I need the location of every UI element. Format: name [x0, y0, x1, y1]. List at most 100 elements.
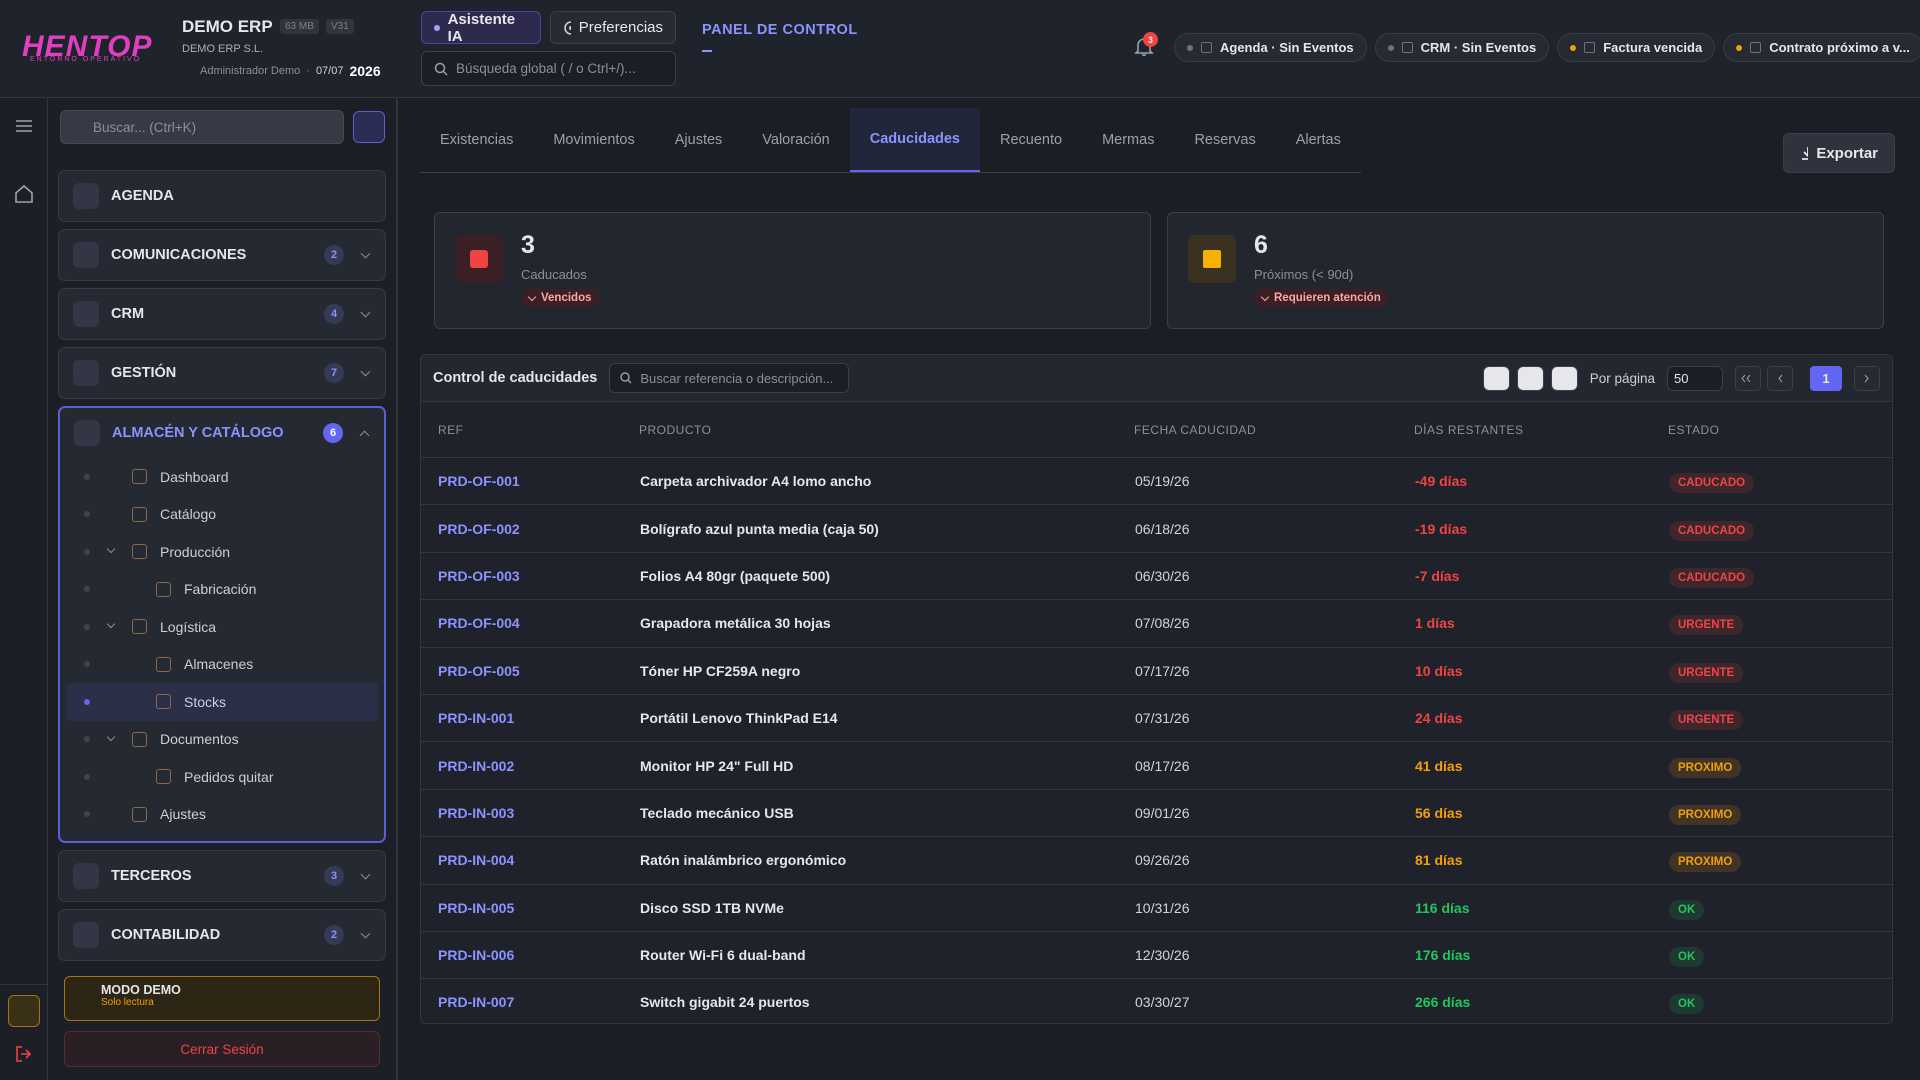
table-row[interactable]: PRD-OF-001 Carpeta archivador A4 lomo anc… — [421, 456, 1892, 505]
table-search[interactable]: Buscar referencia o descripción... — [609, 363, 850, 393]
search-icon — [434, 62, 448, 76]
chip-dot — [1736, 44, 1743, 51]
nav-section-header[interactable]: AGENDA — [59, 171, 385, 221]
section-label: TERCEROS — [111, 868, 192, 884]
pdf-button[interactable] — [1516, 365, 1544, 391]
menu-icon[interactable] — [14, 118, 34, 134]
company: DEMO ERP S.L. — [182, 43, 264, 55]
nav-item[interactable]: Dashboard — [66, 458, 378, 496]
days-left: 1 días — [1414, 599, 1668, 648]
nav-section-header[interactable]: CRM 4 — [59, 289, 385, 339]
table-row[interactable]: PRD-IN-003 Teclado mecánico USB 09/01/26 56… — [421, 788, 1892, 837]
status-badge: OK — [1669, 947, 1705, 968]
logo-sub: ENTORNO OPERATIVO — [30, 56, 142, 63]
item-icon — [132, 506, 147, 522]
ref: PRD-OF-003 — [421, 551, 639, 600]
print-button[interactable] — [1482, 365, 1510, 391]
product: Teclado mecánico USB — [639, 788, 1134, 837]
status-chip[interactable]: Factura vencida — [1557, 33, 1716, 62]
nav-section-header[interactable]: TERCEROS 3 — [59, 851, 385, 901]
product: Router Wi-Fi 6 dual-band — [639, 930, 1134, 979]
nav-item[interactable]: Pedidos quitar — [66, 758, 378, 796]
table-row[interactable]: PRD-OF-004 Grapadora metálica 30 hojas 07/… — [421, 599, 1892, 648]
nav-item[interactable]: Documentos — [66, 721, 378, 759]
table-row[interactable]: PRD-IN-007 Switch gigabit 24 puertos 03/30… — [421, 978, 1892, 1023]
section-badge: 2 — [324, 925, 344, 945]
page-current[interactable]: 1 — [1810, 365, 1842, 391]
expand-chevron — [106, 732, 116, 741]
home-icon[interactable] — [14, 184, 34, 204]
item-label: Ajustes — [160, 806, 206, 823]
tab[interactable]: Movimientos — [553, 132, 635, 148]
table-row[interactable]: PRD-OF-003 Folios A4 80gr (paquete 500) 06… — [421, 551, 1892, 600]
nav-item[interactable]: Producción — [66, 533, 378, 571]
tab[interactable]: Mermas — [1102, 132, 1155, 148]
icon-rail — [0, 98, 48, 1080]
nav-section-header[interactable]: ALMACÉN Y CATÁLOGO 6 — [60, 408, 384, 458]
tab[interactable]: Caducidades — [849, 108, 980, 172]
ref: PRD-IN-001 — [421, 693, 639, 742]
sidebar: Buscar... (Ctrl+K) AGENDA COMUNICACIONES 2… — [48, 98, 398, 1080]
bullet — [84, 511, 90, 518]
nav-section-header[interactable]: CONTABILIDAD 2 — [59, 910, 385, 960]
version-badge: V31 — [326, 19, 354, 34]
sidebar-search[interactable]: Buscar... (Ctrl+K) — [60, 110, 344, 144]
pin-button[interactable] — [353, 111, 385, 143]
status-chip[interactable]: Contrato próximo a v... — [1723, 33, 1920, 62]
nav-item[interactable]: Almacenes — [66, 646, 378, 684]
tab[interactable]: Ajustes — [674, 132, 723, 148]
ai-button[interactable]: Asistente IA — [421, 11, 541, 45]
product: Monitor HP 24" Full HD — [639, 741, 1134, 790]
days-left: 41 días — [1414, 741, 1668, 790]
days-left: 81 días — [1414, 836, 1668, 885]
nav-item[interactable]: Stocks — [66, 683, 378, 721]
status-badge: CADUCADO — [1669, 520, 1755, 541]
status-chip[interactable]: Agenda · Sin Eventos — [1174, 33, 1367, 62]
status-chip[interactable]: CRM · Sin Eventos — [1374, 33, 1550, 62]
excel-button[interactable] — [1550, 365, 1578, 391]
expiry-date: 12/30/26 — [1134, 930, 1414, 979]
export-button[interactable]: Exportar — [1783, 133, 1895, 173]
table-row[interactable]: PRD-OF-002 Bolígrafo azul punta media (ca… — [421, 504, 1892, 553]
status-cell: OK — [1668, 883, 1892, 932]
tab[interactable]: Recuento — [1000, 132, 1063, 148]
nav-item[interactable]: Catálogo — [66, 496, 378, 534]
nav-section: CONTABILIDAD 2 — [58, 909, 386, 961]
nav-section: ALMACÉN Y CATÁLOGO 6 Dashboard Catálogo Prod… — [58, 406, 386, 843]
ref: PRD-OF-005 — [421, 646, 639, 695]
prefs-button[interactable]: Preferencias — [550, 11, 676, 44]
section-icon — [73, 183, 99, 209]
table-row[interactable]: PRD-OF-005 Tóner HP CF259A negro 07/17/26 1… — [421, 646, 1892, 695]
ref: PRD-IN-006 — [421, 930, 639, 979]
kpi-glyph — [470, 250, 488, 268]
pager-next[interactable] — [1854, 365, 1880, 391]
tab[interactable]: Valoración — [762, 132, 830, 148]
section-pad — [60, 833, 384, 841]
top-bar: HENTOP ENTORNO OPERATIVO DEMO ERP 63 MB … — [0, 0, 1920, 98]
nav-item[interactable]: Ajustes — [66, 796, 378, 834]
tab[interactable]: Reservas — [1194, 132, 1256, 148]
nav-section-header[interactable]: GESTIÓN 7 — [59, 348, 385, 398]
chevron — [360, 307, 371, 317]
pager-arrows[interactable] — [1735, 365, 1835, 391]
logout-icon[interactable] — [14, 1044, 34, 1064]
tab[interactable]: Existencias — [440, 132, 514, 148]
global-search[interactable]: Búsqueda global ( / o Ctrl+/)... — [421, 51, 676, 86]
table-row[interactable]: PRD-IN-004 Ratón inalámbrico ergonómico 09… — [421, 836, 1892, 885]
table-row[interactable]: PRD-IN-006 Router Wi-Fi 6 dual-band 12/30/… — [421, 930, 1892, 979]
nav-item[interactable]: Fabricación — [66, 571, 378, 609]
chip-label: Agenda · Sin Eventos — [1220, 40, 1354, 55]
per-page-select[interactable]: 50 — [1667, 365, 1723, 391]
table-row[interactable]: PRD-IN-001 Portátil Lenovo ThinkPad E14 07… — [421, 693, 1892, 742]
nav-section-header[interactable]: COMUNICACIONES 2 — [59, 230, 385, 280]
nav-item[interactable]: Logística — [66, 608, 378, 646]
expand-chevron — [106, 544, 116, 554]
table-row[interactable]: PRD-IN-005 Disco SSD 1TB NVMe 10/31/26 116 … — [421, 883, 1892, 932]
table-row[interactable]: PRD-IN-002 Monitor HP 24" Full HD 08/17/26… — [421, 741, 1892, 790]
logout-button[interactable]: Cerrar Sesión — [64, 1031, 380, 1067]
demo-icon[interactable] — [8, 995, 40, 1027]
days-left: 176 días — [1414, 930, 1668, 979]
tab[interactable]: Alertas — [1295, 132, 1341, 148]
bullet — [84, 473, 90, 480]
